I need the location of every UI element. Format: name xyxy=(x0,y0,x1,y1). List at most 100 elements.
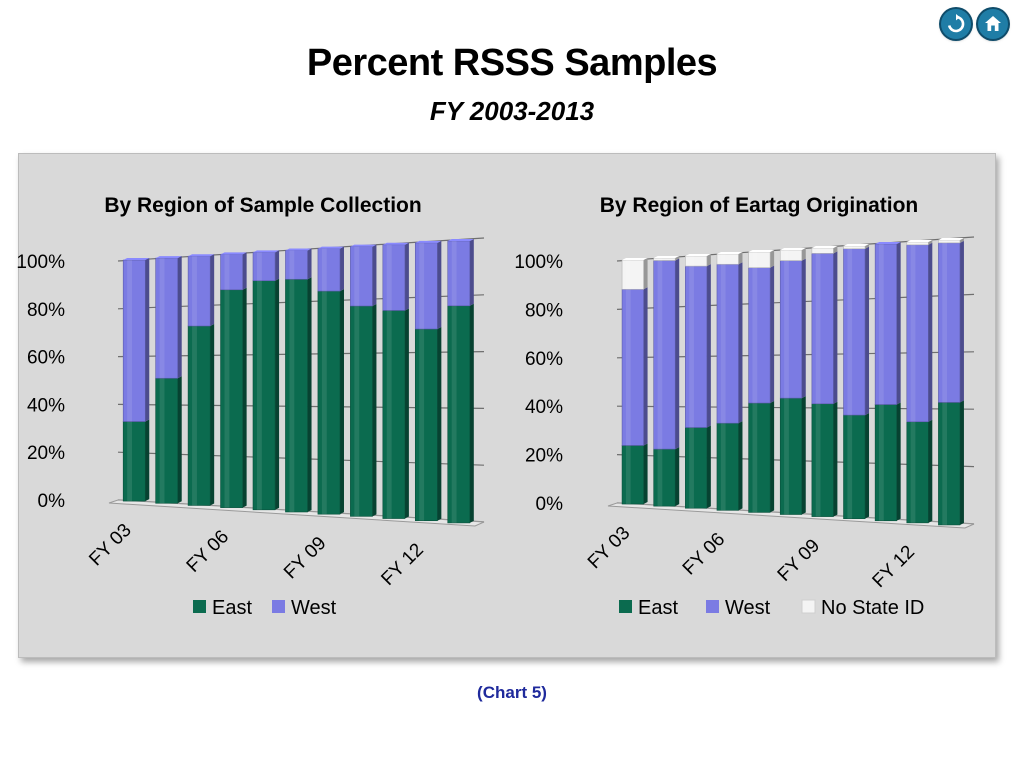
bar-highlight xyxy=(752,267,758,404)
bar-side xyxy=(643,287,648,446)
bar-side xyxy=(339,289,344,515)
bar-highlight xyxy=(752,403,758,513)
bar-segment xyxy=(187,325,211,506)
bar-highlight xyxy=(657,258,663,261)
bar-top xyxy=(716,252,743,254)
bar-top xyxy=(382,242,409,245)
bar-highlight xyxy=(879,404,884,521)
bar-segment xyxy=(938,242,961,403)
bar-highlight xyxy=(321,291,327,515)
bar-side xyxy=(770,401,775,513)
bar-highlight xyxy=(159,258,165,379)
y-tick-label: 0% xyxy=(536,494,564,515)
bar-side xyxy=(275,250,280,281)
bar-side xyxy=(372,304,377,517)
bar-side xyxy=(770,265,775,404)
y-tick-label: 0% xyxy=(38,491,66,512)
bar-segment xyxy=(874,243,897,405)
bar-segment xyxy=(938,402,961,526)
bar-side xyxy=(469,238,474,306)
bar-highlight xyxy=(419,329,425,521)
bar-side xyxy=(928,419,933,523)
bar-highlight xyxy=(847,246,853,249)
y-tick-label: 20% xyxy=(525,446,563,467)
bar-side xyxy=(959,400,964,525)
bar-highlight xyxy=(942,402,948,525)
bar-segment xyxy=(317,290,341,515)
bar-highlight xyxy=(192,256,197,327)
bar-side xyxy=(896,402,901,521)
bar-top xyxy=(350,244,377,247)
bar-side xyxy=(801,396,806,515)
bar-top xyxy=(906,240,933,242)
bar-segment xyxy=(414,242,438,330)
bar-highlight xyxy=(321,248,327,292)
x-tick-label: FY 09 xyxy=(280,533,330,583)
home-button[interactable] xyxy=(978,9,1008,39)
bar-highlight xyxy=(159,378,165,504)
bar-side xyxy=(643,443,648,505)
page-title: Percent RSSS Samples xyxy=(306,42,718,84)
bar-side xyxy=(833,401,838,517)
refresh-button[interactable] xyxy=(941,9,971,39)
bar-highlight xyxy=(720,423,726,511)
bar-side xyxy=(865,413,870,519)
bar-side xyxy=(706,254,711,267)
bar-segment xyxy=(716,253,739,265)
bar-top xyxy=(155,256,182,259)
bar-segment xyxy=(414,328,438,522)
bar-side xyxy=(307,277,312,512)
bar-side xyxy=(307,248,312,280)
bar-highlight xyxy=(386,310,392,519)
bar-highlight xyxy=(815,403,821,517)
bar-segment xyxy=(748,251,771,268)
bar-side xyxy=(675,258,680,450)
bar-top xyxy=(220,252,247,255)
bar-side xyxy=(833,246,838,254)
bar-segment xyxy=(621,259,644,290)
bar-top xyxy=(748,250,775,252)
bar-top xyxy=(938,238,964,240)
home-icon xyxy=(985,16,1001,31)
bar-highlight xyxy=(256,280,262,510)
y-tick-label: 20% xyxy=(27,443,65,464)
bar-side xyxy=(675,447,680,507)
legend-swatch xyxy=(706,600,719,613)
x-tick-label: FY 03 xyxy=(85,520,135,570)
bar-side xyxy=(738,262,743,424)
bar-side xyxy=(339,246,344,292)
x-tick-label: FY 12 xyxy=(377,539,427,589)
bar-side xyxy=(210,254,215,327)
bar-highlight xyxy=(784,250,789,261)
bar-segment xyxy=(779,249,803,261)
bar-segment xyxy=(252,252,276,282)
x-tick-label: FY 09 xyxy=(774,535,824,585)
bar-side xyxy=(706,264,711,428)
bar-highlight xyxy=(386,244,392,311)
bar-segment xyxy=(906,421,929,524)
bar-segment xyxy=(811,403,834,517)
bar-segment xyxy=(906,244,929,423)
bar-segment xyxy=(843,414,866,519)
bar-side xyxy=(643,258,648,290)
bar-top xyxy=(188,254,215,257)
bar-highlight xyxy=(689,427,694,509)
bar-highlight xyxy=(451,305,457,523)
bar-highlight xyxy=(784,398,789,515)
bar-side xyxy=(469,303,474,523)
bar-segment xyxy=(906,241,929,246)
bar-highlight xyxy=(625,289,631,446)
bar-segment xyxy=(843,248,866,416)
legend-swatch xyxy=(193,600,206,613)
bar-side xyxy=(928,240,933,245)
bar-highlight xyxy=(419,242,425,330)
bar-highlight xyxy=(224,289,230,508)
bar-highlight xyxy=(752,252,758,268)
bar-top xyxy=(780,248,806,250)
bar-highlight xyxy=(910,242,916,245)
bar-segment xyxy=(685,427,708,509)
bar-highlight xyxy=(256,252,262,281)
bar-side xyxy=(770,250,775,268)
y-tick-label: 100% xyxy=(16,252,65,273)
